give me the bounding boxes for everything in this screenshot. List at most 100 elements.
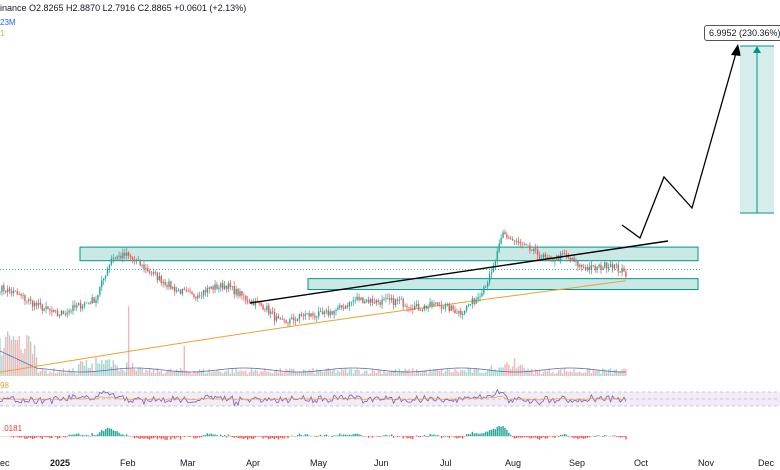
volume-bar [197,371,199,376]
candle-body [534,248,537,250]
macd-bar [102,431,105,437]
volume-legend: 23M [0,18,16,27]
volume-bar [129,368,132,376]
macd-bar [318,435,320,437]
volume-bar [227,369,230,376]
macd-bar [200,436,203,438]
volume-bar [312,368,314,376]
volume-bar [417,371,420,376]
volume-bar [415,369,418,376]
candle-body [417,303,420,311]
x-tick-label: Jun [374,458,389,468]
macd-bar [579,436,581,439]
macd-bar [621,436,623,438]
macd-bar [137,436,139,439]
candle-body [621,268,623,273]
macd-bar [604,435,606,437]
candle-body [490,272,493,275]
candle-body [511,238,514,241]
volume-bar [31,354,34,376]
x-tick-label: May [310,458,328,468]
candle-body [379,302,381,305]
candle-body [150,272,153,274]
candle-body [463,310,466,314]
macd-bar [344,434,347,437]
macd-bar [367,436,370,438]
macd-bar [12,436,15,438]
volume-bar [440,368,443,376]
volume-bar [538,369,541,376]
candle-body [335,309,337,312]
candle-body [344,305,347,309]
volume-bar [510,369,512,376]
volume-bar [406,370,408,376]
candle-body [502,232,504,239]
macd-bar [383,435,385,437]
volume-bar [264,368,266,376]
macd-bar [552,436,554,438]
macd-bar [479,433,481,437]
macd-bar [233,436,235,438]
candle-body [56,311,59,317]
macd-bar [327,435,330,437]
candle-body [367,299,370,303]
candle-body [110,259,113,265]
macd-bar [195,436,197,439]
macd-bar [206,433,209,437]
candle-body [435,302,437,304]
candle-body [30,299,32,301]
macd-bar [122,434,124,437]
candle-body [329,311,331,316]
macd-bar [465,434,468,437]
macd-bar [76,433,78,437]
macd-bar [139,436,141,439]
candle-body [18,294,20,295]
candle-body [53,310,55,312]
volume-bar [30,341,32,376]
x-tick-label: Feb [120,458,136,468]
macd-bar [511,436,514,437]
macd-bar [304,434,306,437]
macd-bar [385,434,387,437]
volume-bar [281,372,283,376]
volume-bar [567,372,570,376]
candle-body [577,260,579,267]
candle-body [206,287,209,293]
macd-bar [172,436,174,438]
macd-bar [463,436,466,437]
macd-bar [260,436,262,437]
volume-bar [83,365,86,376]
macd-bar [35,436,38,438]
volume-bar [607,369,610,376]
candle-body [104,275,107,279]
candle-body [277,316,280,319]
volume-bar [596,370,598,376]
macd-bar [481,433,483,437]
candle-body [175,289,178,292]
candle-body [152,272,155,274]
volume-bar [581,372,583,376]
macd-bar [337,435,339,437]
candle-body [97,294,99,300]
volume-bar [106,359,109,376]
candle-body [584,267,587,270]
macd-bar [485,431,487,437]
candle-body [143,264,145,270]
macd-bar [469,434,472,437]
candle-body [475,299,477,304]
volume-bar [536,370,539,376]
volume-bar [183,346,186,376]
macd-bar [289,436,291,437]
volume-bar [369,373,372,376]
volume-bar [550,373,552,376]
volume-bar [266,371,268,376]
volume-bar [339,371,341,376]
macd-bar [91,433,93,437]
candle-body [135,260,138,262]
volume-bar [95,357,97,376]
candle-body [496,251,498,262]
volume-bar [389,371,391,376]
candle-body [162,281,164,283]
candle-body [458,310,460,314]
